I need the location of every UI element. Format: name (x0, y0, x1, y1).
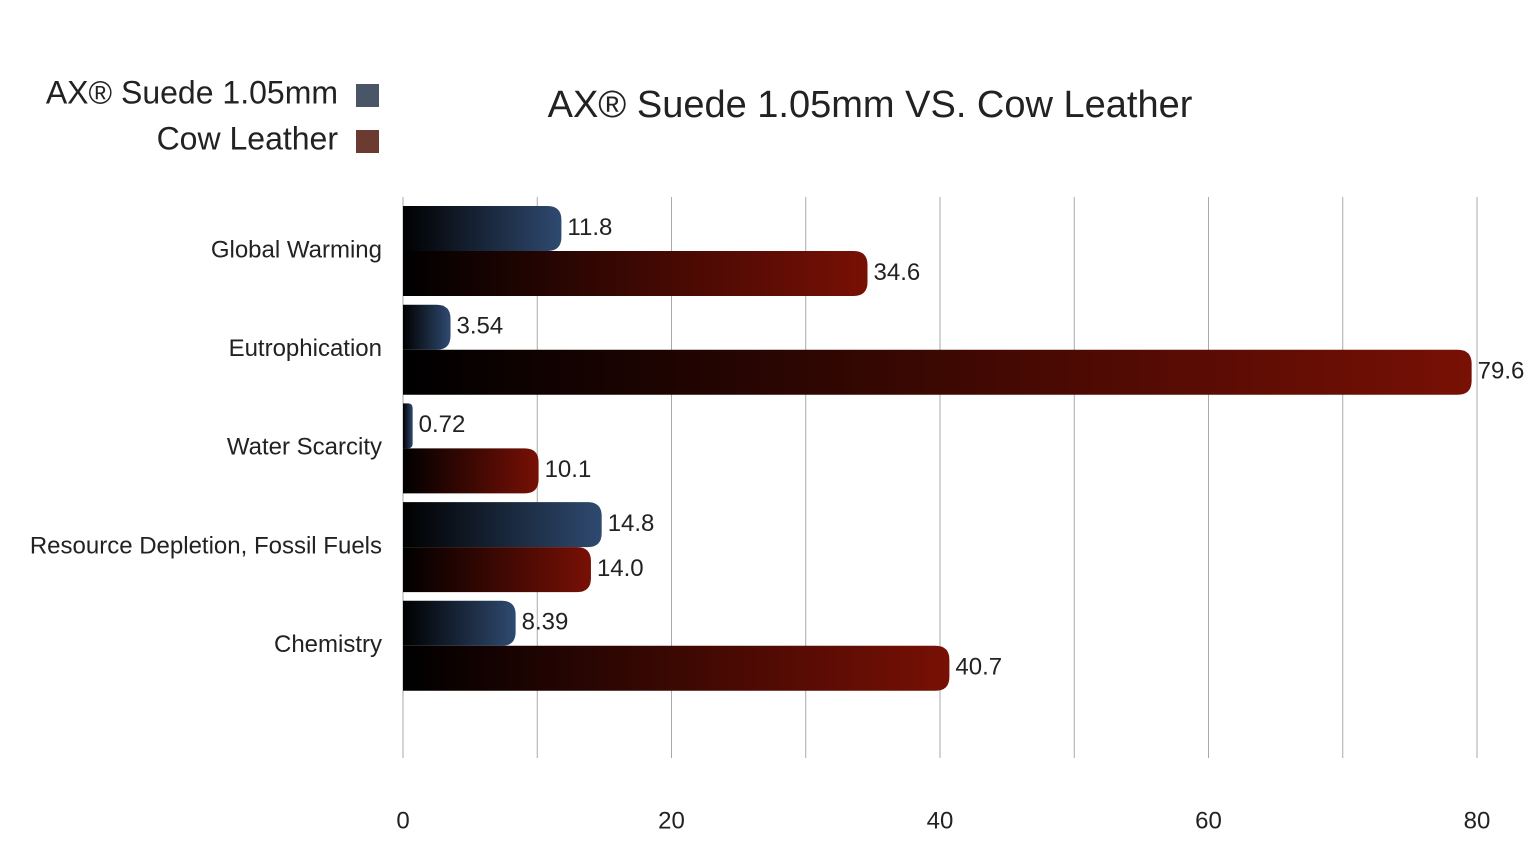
bar (403, 645, 950, 691)
x-tick-label: 40 (927, 807, 954, 834)
bar (403, 600, 516, 646)
x-tick-label: 60 (1195, 807, 1222, 834)
data-label: 14.0 (597, 555, 644, 582)
bar (403, 304, 451, 350)
y-tick-label: Eutrophication (229, 335, 382, 362)
y-tick-label: Resource Depletion, Fossil Fuels (30, 532, 382, 559)
data-label: 34.6 (874, 259, 921, 286)
data-label: 11.8 (567, 214, 612, 241)
x-tick-label: 0 (396, 807, 409, 834)
legend-label: Cow Leather (157, 120, 339, 156)
legend-label: AX® Suede 1.05mm (46, 74, 338, 110)
bar (403, 403, 413, 449)
data-label: 79.6 (1478, 358, 1525, 385)
y-tick-label: Chemistry (274, 631, 382, 658)
bar (403, 502, 602, 548)
bar (403, 547, 591, 593)
chart-title: AX® Suede 1.05mm VS. Cow Leather (548, 84, 1193, 126)
bar (403, 206, 562, 251)
bar (403, 448, 539, 494)
data-label: 0.72 (419, 411, 466, 438)
data-label: 10.1 (545, 456, 592, 483)
y-tick-label: Global Warming (211, 236, 382, 263)
data-label: 8.39 (522, 609, 569, 636)
y-tick-label: Water Scarcity (227, 434, 382, 461)
data-label: 3.54 (457, 313, 504, 340)
legend-swatch (356, 130, 379, 153)
data-label: 14.8 (608, 510, 655, 537)
x-tick-label: 20 (658, 807, 685, 834)
data-label: 40.7 (955, 654, 1002, 681)
x-tick-label: 80 (1464, 807, 1491, 834)
bar (403, 349, 1472, 395)
bar (403, 251, 868, 296)
legend-swatch (356, 84, 379, 107)
